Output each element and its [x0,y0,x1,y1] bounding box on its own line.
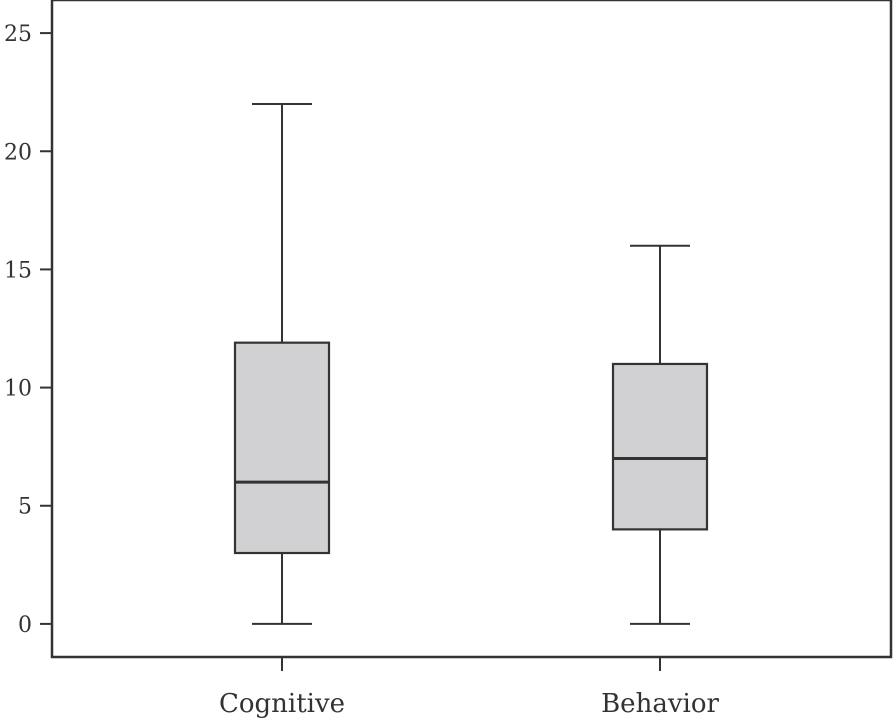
plot-frame [50,0,893,659]
x-category-label: Behavior [601,689,719,719]
y-axis: 0 5 10 15 20 25 [4,22,52,638]
y-tick-label: 25 [4,22,32,47]
y-tick-label: 10 [4,377,32,402]
y-tick-label: 20 [4,140,32,165]
x-axis: Cognitive Behavior [219,657,719,719]
iqr-box [233,341,331,555]
y-tick-label: 15 [4,258,32,283]
x-category-label: Cognitive [219,689,345,719]
y-tick-label: 5 [18,495,32,520]
y-tick-label: 0 [18,613,32,638]
boxes [233,102,709,625]
iqr-box [611,362,709,531]
